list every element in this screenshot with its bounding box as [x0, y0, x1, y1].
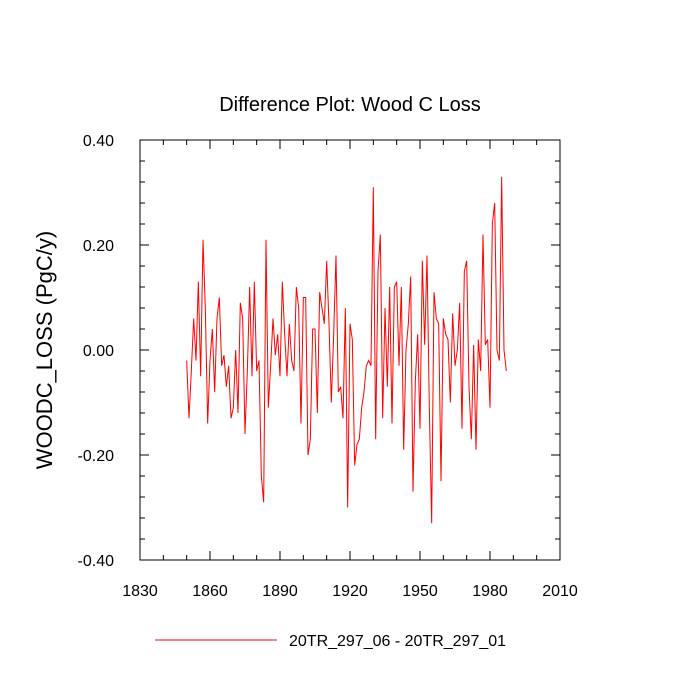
y-tick-label: -0.20	[78, 448, 115, 465]
legend: 20TR_297_06 - 20TR_297_01	[155, 633, 506, 650]
y-axis-label: WOODC_LOSS (PgC/y)	[32, 231, 57, 469]
x-tick-label: 1890	[262, 583, 298, 600]
series-line	[186, 176, 507, 524]
series	[186, 176, 507, 524]
legend-entry-label: 20TR_297_06 - 20TR_297_01	[289, 633, 506, 650]
x-tick-label: 1860	[192, 583, 228, 600]
x-tick-label: 1980	[472, 583, 508, 600]
y-tick-label: -0.40	[78, 553, 115, 570]
y-tick-label: 0.00	[83, 343, 114, 360]
y-tick-label: 0.40	[83, 133, 114, 150]
x-tick-label: 1950	[402, 583, 438, 600]
x-tick-label: 1920	[332, 583, 368, 600]
y-axis-label-group: WOODC_LOSS (PgC/y)	[32, 231, 57, 469]
chart-title: Difference Plot: Wood C Loss	[219, 94, 481, 116]
x-tick-label: 2010	[542, 583, 578, 600]
x-tick-label: 1830	[122, 583, 158, 600]
y-tick-label: 0.20	[83, 238, 114, 255]
ticks: 1830 1860 1890 1920 1950 1980 2010 -0.40 -0.20 0.…	[78, 133, 578, 600]
